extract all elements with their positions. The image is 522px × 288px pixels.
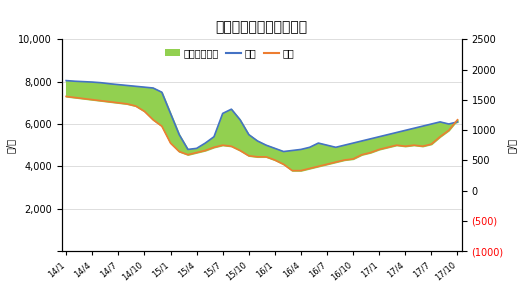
Y-axis label: 元/吨: 元/吨 [6,138,16,153]
Title: 山东地炼汽柴油价格走势: 山东地炼汽柴油价格走势 [216,20,308,34]
Y-axis label: 元/吨: 元/吨 [506,138,516,153]
Legend: 价差（右轴）, 汽油, 柴油: 价差（右轴）, 汽油, 柴油 [161,44,299,62]
